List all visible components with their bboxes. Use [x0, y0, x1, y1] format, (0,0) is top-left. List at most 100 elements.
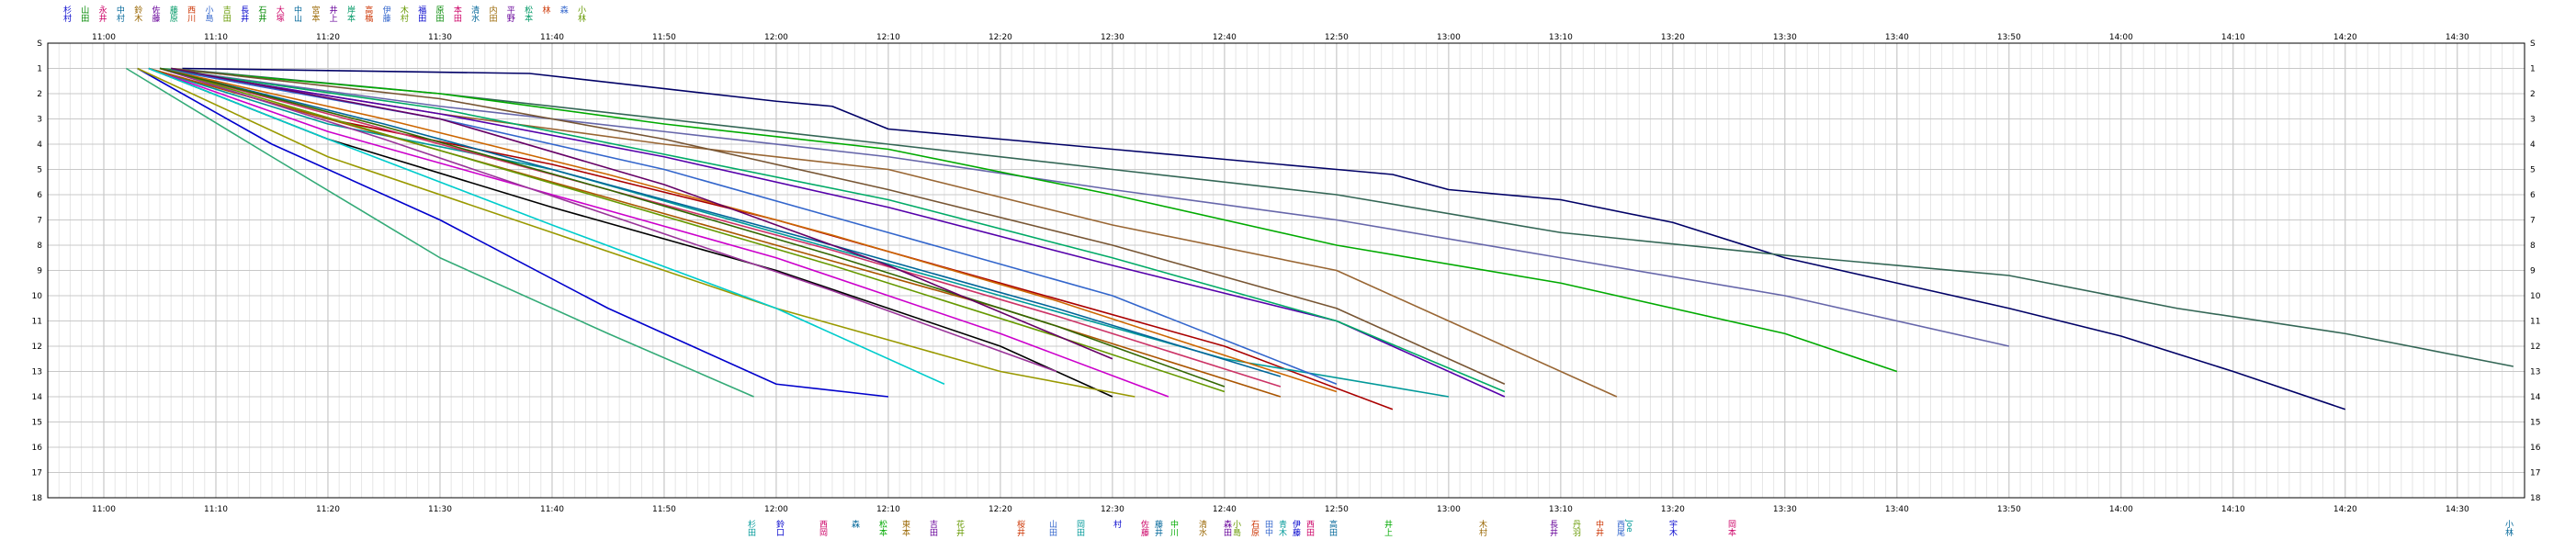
bottom-name-label: 杉田	[746, 519, 756, 537]
series-line-11	[125, 67, 754, 398]
y-tick-label-left: 11	[32, 318, 42, 327]
y-tick-label-left: 16	[32, 444, 43, 453]
y-tick-label-left: 1	[37, 65, 42, 74]
top-name-label: 森	[559, 5, 569, 15]
x-tick-label-bottom: 11:10	[204, 505, 228, 514]
y-tick-label-right: 13	[2530, 368, 2540, 377]
series-line-17	[159, 67, 1282, 388]
y-tick-label-right: 7	[2530, 217, 2536, 226]
y-tick-label-right: 5	[2530, 166, 2536, 175]
top-name-label: 高橋	[363, 5, 373, 23]
series-line-7	[148, 67, 1169, 398]
x-tick-label-bottom: 11:00	[92, 505, 116, 514]
bottom-name-label: 西尾	[1615, 520, 1625, 537]
x-tick-label-top: 12:00	[764, 33, 788, 42]
chart-grid	[47, 42, 2525, 499]
x-tick-label-bottom: 13:30	[1773, 505, 1797, 514]
x-tick-label-bottom: 14:30	[2446, 505, 2469, 514]
y-tick-label-right: 12	[2530, 343, 2540, 352]
y-tick-label-left: 17	[32, 469, 42, 478]
x-tick-label-bottom: 12:00	[764, 505, 788, 514]
bottom-name-label: 伊藤	[1291, 519, 1301, 537]
bottom-name-label: 森	[850, 519, 860, 529]
x-tick-label-top: 12:40	[1213, 33, 1237, 42]
x-tick-label-top: 12:20	[989, 33, 1012, 42]
bottom-name-label: 青木	[1277, 519, 1287, 537]
series-line-24	[171, 67, 1113, 360]
x-tick-label-top: 14:00	[2109, 33, 2133, 42]
series-line-10	[137, 67, 1135, 398]
x-tick-label-top: 12:10	[876, 33, 900, 42]
y-tick-label-left: 14	[32, 393, 43, 402]
x-tick-label-top: 13:50	[1997, 33, 2021, 42]
x-tick-label-bottom: 11:30	[428, 505, 452, 514]
bottom-name-label: 東本	[900, 519, 910, 537]
series-line-18	[159, 67, 1226, 393]
y-tick-label-right: 18	[2530, 494, 2541, 503]
x-tick-label-top: 14:30	[2446, 33, 2469, 42]
y-tick-label-left: 2	[37, 90, 42, 99]
top-name-label: 長井	[239, 6, 249, 23]
top-name-label: 伊藤	[381, 5, 391, 23]
top-name-label: 木村	[399, 5, 409, 22]
x-tick-label-top: 13:10	[1549, 33, 1573, 42]
top-name-label: 西川	[186, 6, 196, 22]
x-tick-label-top: 11:30	[428, 33, 452, 42]
series-lines	[125, 67, 2514, 410]
bottom-name-label: Joe	[1624, 519, 1633, 533]
top-name-label: 岸本	[345, 6, 356, 23]
x-tick-label-bottom: 12:30	[1101, 505, 1124, 514]
y-tick-label-left: S	[37, 39, 42, 49]
top-name-label: 山田	[79, 6, 89, 23]
bottom-name-label: 西田	[1305, 520, 1315, 537]
x-tick-label-top: 12:30	[1101, 33, 1124, 42]
y-tick-label-right: 10	[2530, 292, 2541, 301]
y-tick-label-right: 4	[2530, 141, 2536, 150]
y-tick-label-left: 15	[32, 419, 42, 428]
top-name-label: 中村	[115, 5, 125, 22]
y-tick-label-right: 17	[2530, 469, 2540, 478]
bottom-name-label: 岡田	[1075, 520, 1085, 537]
top-name-label: 中山	[292, 5, 302, 22]
bottom-name-label: 花井	[955, 519, 965, 537]
bottom-name-label: 桜井	[1015, 519, 1025, 537]
top-name-label: 石井	[256, 6, 266, 23]
y-tick-label-left: 12	[32, 343, 42, 352]
series-line-12	[148, 67, 1282, 398]
y-tick-label-left: 4	[37, 141, 42, 150]
series-line-21	[148, 67, 945, 385]
bottom-name-label: 森田	[1222, 519, 1232, 537]
y-tick-label-left: 6	[37, 191, 42, 200]
y-tick-label-right: 16	[2530, 444, 2541, 453]
top-name-label: 松本	[523, 5, 533, 23]
top-name-label: 藤原	[168, 5, 178, 22]
x-tick-label-bottom: 13:00	[1437, 505, 1461, 514]
series-line-0	[182, 67, 2346, 410]
bottom-name-label: 松本	[877, 519, 887, 537]
y-tick-label-right: 2	[2530, 90, 2536, 99]
top-name-label: 林	[540, 5, 550, 15]
top-name-label: 本田	[452, 5, 462, 23]
bottom-name-labels: 杉田 鈴口 西岡 森 松本 東本 吉田 花井 桜井 山田 岡田 村 佐藤 藤井 中川 清水 森田 小島 石原 田中 青木…	[746, 519, 2514, 537]
series-line-4	[159, 67, 1618, 398]
bottom-name-label: 村	[1112, 519, 1122, 528]
bottom-name-label: 中井	[1594, 519, 1604, 537]
x-tick-label-top: 11:20	[316, 33, 340, 42]
y-tick-label-right: S	[2530, 39, 2536, 49]
bottom-name-label: 小島	[1231, 520, 1241, 537]
plot-frame	[47, 42, 2525, 499]
x-tick-label-top: 13:20	[1661, 33, 1685, 42]
top-name-label: 小林	[576, 6, 586, 23]
bottom-name-label: 佐藤	[1139, 519, 1149, 537]
y-tick-label-right: 15	[2530, 419, 2540, 428]
top-name-label: 井上	[328, 5, 338, 22]
bottom-name-label: 岡本	[1726, 520, 1736, 537]
series-line-19	[159, 67, 1282, 377]
series-line-23	[159, 67, 1226, 388]
y-tick-label-right: 6	[2530, 191, 2536, 200]
x-tick-label-bottom: 14:20	[2333, 505, 2357, 514]
top-name-label: 平野	[505, 6, 515, 22]
chart-axes: 11:00 11:00 11:10 11:10 11:20 11:20 11:30 11:30…	[32, 33, 2541, 514]
bottom-name-label: 宇木	[1667, 519, 1678, 537]
series-line-2	[159, 67, 2010, 347]
